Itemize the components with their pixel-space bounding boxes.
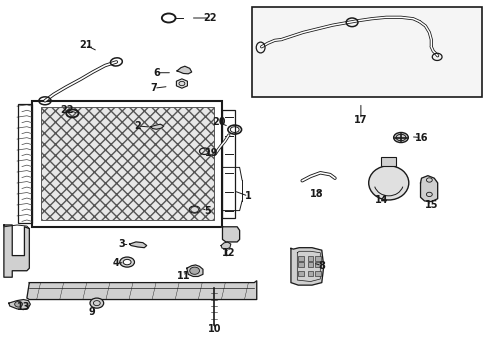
- Polygon shape: [290, 248, 323, 285]
- Bar: [18, 104, 32, 223]
- Bar: [297, 256, 303, 261]
- Text: 11: 11: [176, 271, 190, 282]
- Text: 6: 6: [153, 68, 160, 78]
- Text: 7: 7: [150, 83, 157, 93]
- Text: 3: 3: [118, 239, 124, 249]
- Text: 8: 8: [318, 261, 325, 271]
- Polygon shape: [129, 242, 146, 248]
- Ellipse shape: [120, 257, 134, 267]
- Ellipse shape: [123, 259, 131, 265]
- Text: 10: 10: [208, 324, 222, 334]
- Circle shape: [189, 267, 199, 274]
- Circle shape: [15, 301, 22, 307]
- Bar: [314, 262, 320, 267]
- Polygon shape: [177, 66, 191, 74]
- Bar: [251, 7, 481, 97]
- Polygon shape: [27, 281, 256, 300]
- Polygon shape: [9, 300, 30, 310]
- Polygon shape: [222, 227, 239, 242]
- Text: 9: 9: [88, 307, 95, 318]
- Text: 22: 22: [203, 13, 217, 23]
- Text: 16: 16: [414, 132, 427, 143]
- Text: 14: 14: [374, 195, 387, 205]
- Polygon shape: [420, 176, 437, 202]
- Text: 20: 20: [212, 117, 225, 127]
- Bar: [314, 271, 320, 276]
- Text: 22: 22: [61, 105, 74, 115]
- Text: 18: 18: [309, 189, 323, 199]
- Bar: [297, 262, 303, 267]
- Bar: [41, 107, 213, 220]
- Circle shape: [90, 298, 103, 308]
- Text: 5: 5: [204, 206, 211, 216]
- Text: 17: 17: [353, 114, 367, 125]
- Text: 21: 21: [79, 40, 92, 50]
- Bar: [297, 271, 303, 276]
- Bar: [32, 101, 222, 227]
- Ellipse shape: [189, 206, 200, 213]
- Bar: [314, 256, 320, 261]
- Text: 2: 2: [134, 121, 141, 131]
- Polygon shape: [221, 242, 230, 249]
- Text: 1: 1: [244, 191, 251, 201]
- Polygon shape: [186, 265, 203, 276]
- Text: 12: 12: [222, 248, 235, 258]
- Text: 13: 13: [17, 302, 30, 312]
- Text: 15: 15: [424, 200, 437, 210]
- Bar: [307, 271, 313, 276]
- Polygon shape: [150, 124, 163, 129]
- Bar: [381, 157, 395, 166]
- Bar: [222, 110, 234, 218]
- Ellipse shape: [393, 132, 407, 143]
- Text: 4: 4: [113, 258, 120, 268]
- Polygon shape: [4, 225, 29, 277]
- Text: 19: 19: [204, 148, 218, 158]
- Ellipse shape: [368, 166, 408, 200]
- Bar: [307, 262, 313, 267]
- Bar: [307, 256, 313, 261]
